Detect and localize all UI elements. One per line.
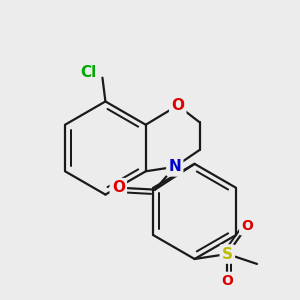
Text: S: S: [222, 247, 233, 262]
Text: O: O: [221, 274, 233, 288]
Text: O: O: [171, 98, 184, 113]
Text: O: O: [112, 180, 125, 195]
Text: N: N: [168, 159, 181, 174]
Text: Cl: Cl: [80, 65, 97, 80]
Text: O: O: [241, 219, 253, 233]
